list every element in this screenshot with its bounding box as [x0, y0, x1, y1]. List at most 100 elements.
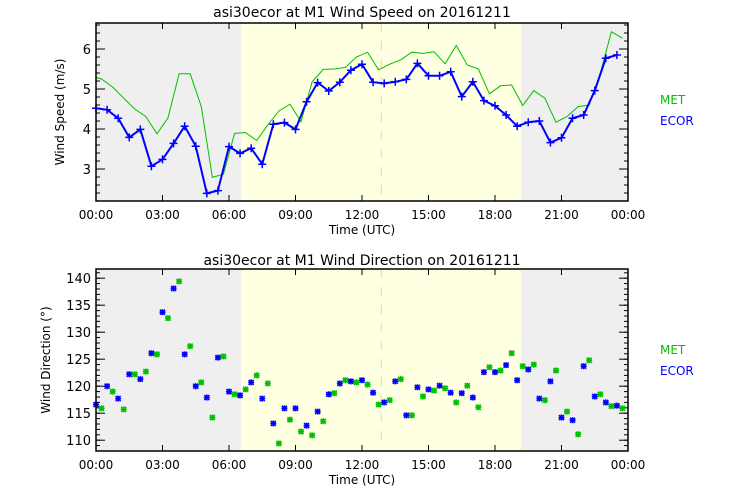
data-point [364, 381, 371, 388]
data-point [524, 118, 533, 127]
data-point [270, 420, 277, 427]
x-tick-label: 03:00 [145, 208, 180, 222]
data-point [491, 101, 499, 110]
series-met [98, 278, 626, 447]
data-point [237, 392, 244, 399]
data-point [569, 417, 576, 424]
data-point [258, 160, 267, 169]
data-point [525, 366, 532, 373]
data-point [109, 388, 116, 395]
data-point [286, 416, 294, 423]
data-point [136, 125, 145, 134]
data-point [370, 389, 377, 396]
data-point [137, 376, 144, 383]
data-point [458, 390, 465, 397]
data-point [291, 125, 300, 134]
x-tick-label: 06:00 [212, 208, 247, 222]
speed-chart: asi30ecor at M1 Wind Speed on 20161211 00… [53, 5, 694, 237]
x-tick-label: 00:00 [79, 208, 114, 222]
y-tick-label: 135 [66, 299, 91, 314]
y-axis-label: Wind Speed (m/s) [53, 59, 67, 166]
data-point [247, 144, 256, 153]
data-point [392, 378, 399, 385]
data-point [353, 379, 360, 386]
legend-met: MET [660, 343, 686, 357]
y-tick-label: 125 [66, 353, 91, 368]
shaded-region [96, 23, 242, 201]
data-point [408, 412, 415, 419]
data-point [480, 369, 487, 376]
data-point [619, 405, 626, 412]
data-point [303, 422, 310, 429]
legend-met: MET [660, 93, 686, 107]
data-point [313, 78, 322, 87]
data-point [214, 354, 221, 361]
data-point [602, 399, 609, 406]
data-point [381, 399, 388, 406]
data-point [479, 96, 488, 105]
shaded-region [96, 269, 242, 451]
y-tick-label: 130 [66, 326, 91, 341]
data-point [591, 393, 598, 400]
data-point [324, 87, 333, 95]
data-point [142, 368, 149, 375]
data-point [104, 383, 111, 390]
data-point [580, 363, 587, 370]
data-point [612, 51, 621, 59]
data-point [181, 351, 188, 358]
data-point [264, 380, 271, 387]
data-point [297, 428, 305, 435]
data-point [203, 394, 210, 401]
data-point [453, 399, 460, 406]
series-line-met [95, 31, 623, 179]
x-tick-label: 15:00 [411, 458, 446, 472]
data-point [187, 343, 194, 350]
data-point [446, 67, 455, 76]
data-point [597, 391, 604, 398]
data-point [430, 387, 438, 394]
data-point [280, 118, 289, 127]
data-point [147, 162, 156, 171]
data-point [590, 86, 599, 95]
data-point [535, 117, 544, 125]
x-axis-label: Time (UTC) [328, 223, 395, 237]
data-point [419, 393, 427, 400]
data-point [469, 394, 476, 401]
y-tick-label: 3 [83, 163, 91, 178]
data-point [191, 142, 200, 151]
data-point [435, 71, 444, 80]
plot-frame [95, 22, 629, 202]
x-tick-label: 09:00 [278, 458, 313, 472]
y-tick-label: 115 [66, 407, 91, 422]
data-point [491, 369, 499, 376]
x-tick-label: 00:00 [79, 458, 114, 472]
data-point [309, 432, 316, 439]
legend-ecor: ECOR [660, 364, 694, 378]
data-point [380, 79, 389, 88]
data-point [414, 384, 421, 391]
data-point [347, 378, 354, 385]
data-point [424, 71, 433, 80]
chart-title: asi30ecor at M1 Wind Direction on 201612… [203, 253, 520, 269]
x-tick-label: 00:00 [611, 208, 646, 222]
data-point [402, 75, 411, 84]
data-point [468, 77, 477, 86]
data-point [358, 60, 366, 69]
data-point [536, 395, 543, 402]
chart-title: asi30ecor at M1 Wind Speed on 20161211 [213, 5, 511, 21]
data-point [613, 402, 620, 409]
data-point [314, 408, 321, 415]
data-point [164, 315, 172, 322]
data-point [513, 122, 522, 131]
data-point [342, 377, 349, 384]
data-point [530, 361, 537, 368]
data-point [586, 357, 593, 364]
data-point [170, 285, 177, 292]
data-point [519, 363, 526, 370]
data-point [248, 379, 255, 386]
x-tick-label: 18:00 [478, 458, 513, 472]
data-point [159, 309, 166, 316]
x-tick-label: 15:00 [411, 208, 446, 222]
data-point [601, 54, 610, 63]
